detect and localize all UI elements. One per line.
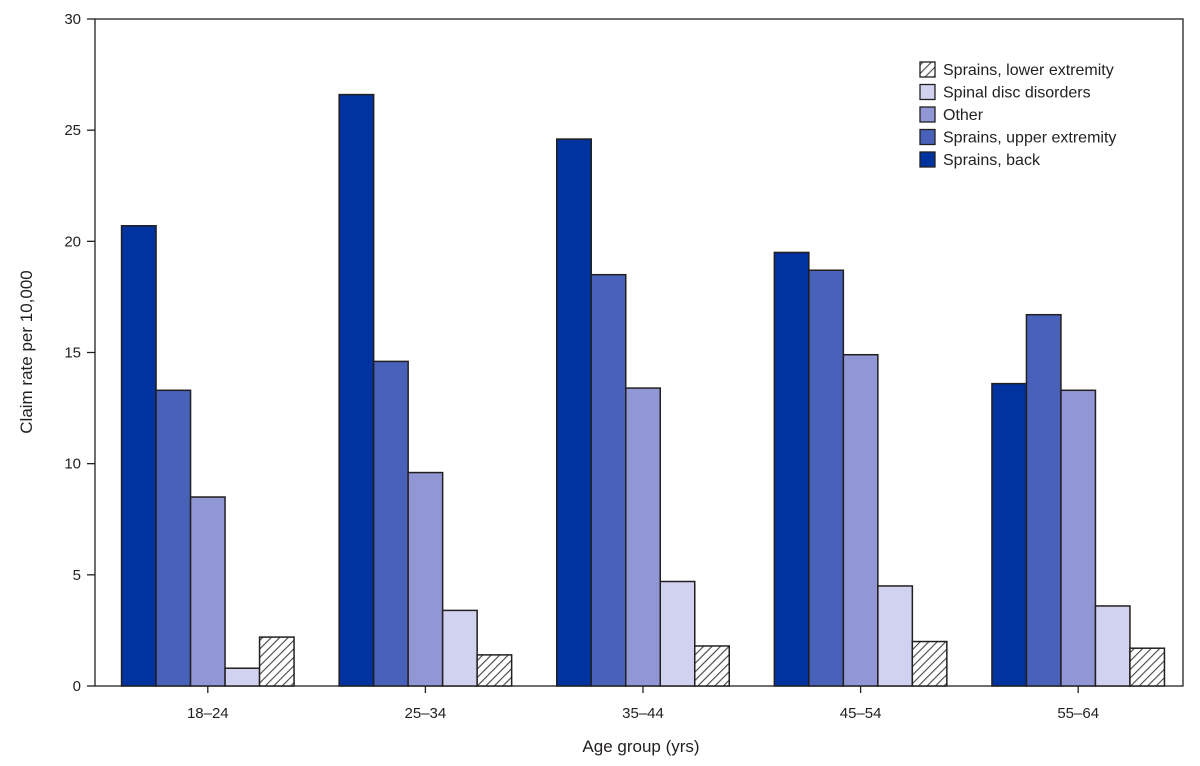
y-tick-label: 10 (64, 456, 81, 473)
bar-sprains-back-55-64 (991, 382, 1028, 687)
y-tick-label: 25 (64, 122, 81, 139)
bars (120, 93, 1166, 687)
bar-spinal-disc-disorders-55-64 (1094, 605, 1131, 687)
y-axis-title: Claim rate per 10,000 (17, 270, 36, 433)
x-axis: 18–24 25–34 35–44 45–54 55–64 (187, 686, 1099, 722)
y-tick-label: 15 (64, 345, 81, 362)
bar-sprains-upper-extremity-45-54 (808, 269, 845, 687)
y-tick-label: 20 (64, 233, 81, 250)
legend: Sprains, lower extremity Spinal disc diso… (919, 61, 1116, 169)
legend-label: Sprains, lower extremity (943, 62, 1114, 79)
bar-sprains-lower-extremity-55-64 (1129, 647, 1166, 687)
bar-sprains-lower-extremity-35-44 (694, 645, 730, 687)
bar-other-25-34 (407, 471, 444, 687)
bar-spinal-disc-disorders-18-24 (224, 667, 261, 687)
bar-spinal-disc-disorders-45-54 (877, 585, 914, 687)
bar-sprains-upper-extremity-35-44 (590, 273, 627, 687)
y-tick-label: 5 (73, 567, 81, 584)
bar-sprains-lower-extremity-18-24 (258, 636, 295, 687)
bar-sprains-back-18-24 (120, 225, 157, 687)
legend-label: Other (943, 107, 984, 124)
x-tick-label: 18–24 (187, 705, 229, 722)
bar-sprains-lower-extremity-45-54 (911, 640, 948, 687)
x-tick-label: 55–64 (1057, 705, 1099, 722)
bar-sprains-upper-extremity-25-34 (372, 360, 409, 687)
bar-other-35-44 (625, 387, 661, 687)
bar-spinal-disc-disorders-35-44 (659, 580, 696, 687)
legend-swatch (919, 83, 936, 101)
bar-sprains-upper-extremity-55-64 (1025, 313, 1062, 687)
x-tick-label: 25–34 (405, 705, 447, 722)
bar-other-18-24 (189, 496, 226, 687)
bar-other-45-54 (842, 353, 879, 687)
legend-label: Spinal disc disorders (943, 85, 1091, 102)
y-tick-label: 0 (73, 678, 81, 695)
x-axis-title: Age group (yrs) (582, 737, 699, 756)
bar-sprains-back-35-44 (556, 138, 592, 687)
bar-spinal-disc-disorders-25-34 (441, 609, 478, 687)
x-tick-label: 45–54 (840, 705, 882, 722)
legend-swatch (919, 61, 936, 78)
legend-swatch (919, 128, 936, 146)
legend-swatch (919, 151, 936, 168)
legend-label: Sprains, back (943, 152, 1041, 169)
y-tick-label: 30 (64, 11, 81, 28)
legend-label: Sprains, upper extremity (943, 130, 1116, 147)
legend-swatch (919, 106, 936, 123)
x-tick-label: 35–44 (622, 705, 664, 722)
bar-sprains-back-45-54 (773, 251, 810, 687)
bar-sprains-lower-extremity-25-34 (476, 654, 513, 687)
bar-sprains-upper-extremity-18-24 (155, 389, 192, 687)
bar-sprains-back-25-34 (338, 93, 375, 687)
bar-other-55-64 (1060, 389, 1097, 687)
y-axis: 0 5 10 15 20 25 30 (64, 11, 95, 695)
